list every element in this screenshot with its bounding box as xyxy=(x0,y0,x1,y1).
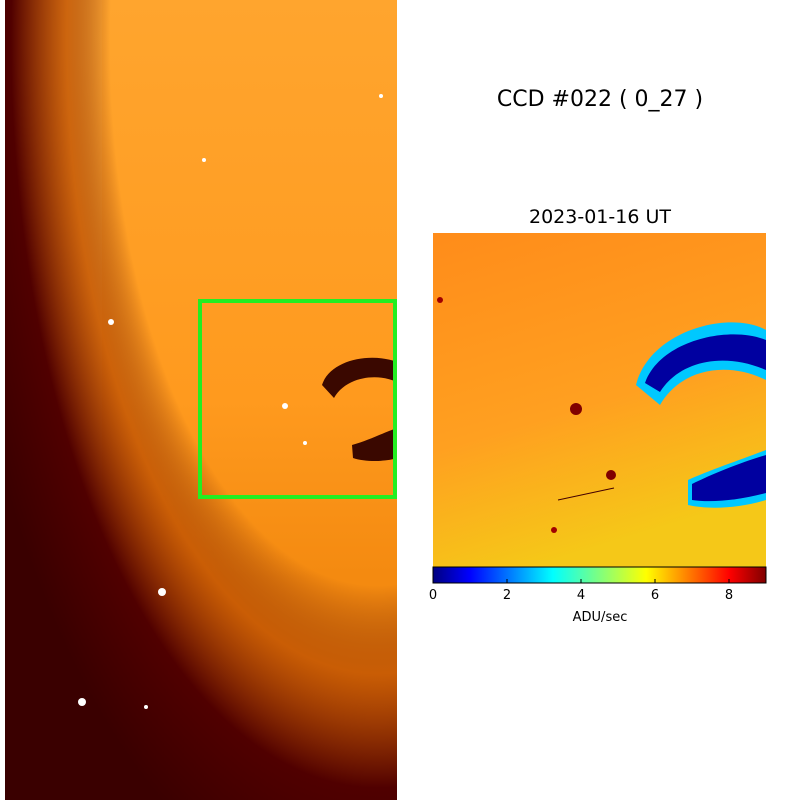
colorbar-tick-label: 8 xyxy=(725,588,733,603)
colorbar-gradient xyxy=(432,566,767,584)
zoom-box xyxy=(198,299,397,499)
ccd-image xyxy=(5,0,397,800)
zoom-image xyxy=(433,233,766,567)
colorbar-tick-label: 2 xyxy=(503,588,511,603)
title: CCD #022 ( 0_27 ) xyxy=(497,87,703,112)
colorbar-tick-label: 0 xyxy=(429,588,437,603)
colorbar-tick-label: 4 xyxy=(577,588,585,603)
colorbar: ADU/sec xyxy=(432,566,767,625)
colorbar-label: ADU/sec xyxy=(573,610,628,625)
subtitle: 2023-01-16 UT xyxy=(529,206,671,228)
colorbar-tick-label: 6 xyxy=(651,588,659,603)
